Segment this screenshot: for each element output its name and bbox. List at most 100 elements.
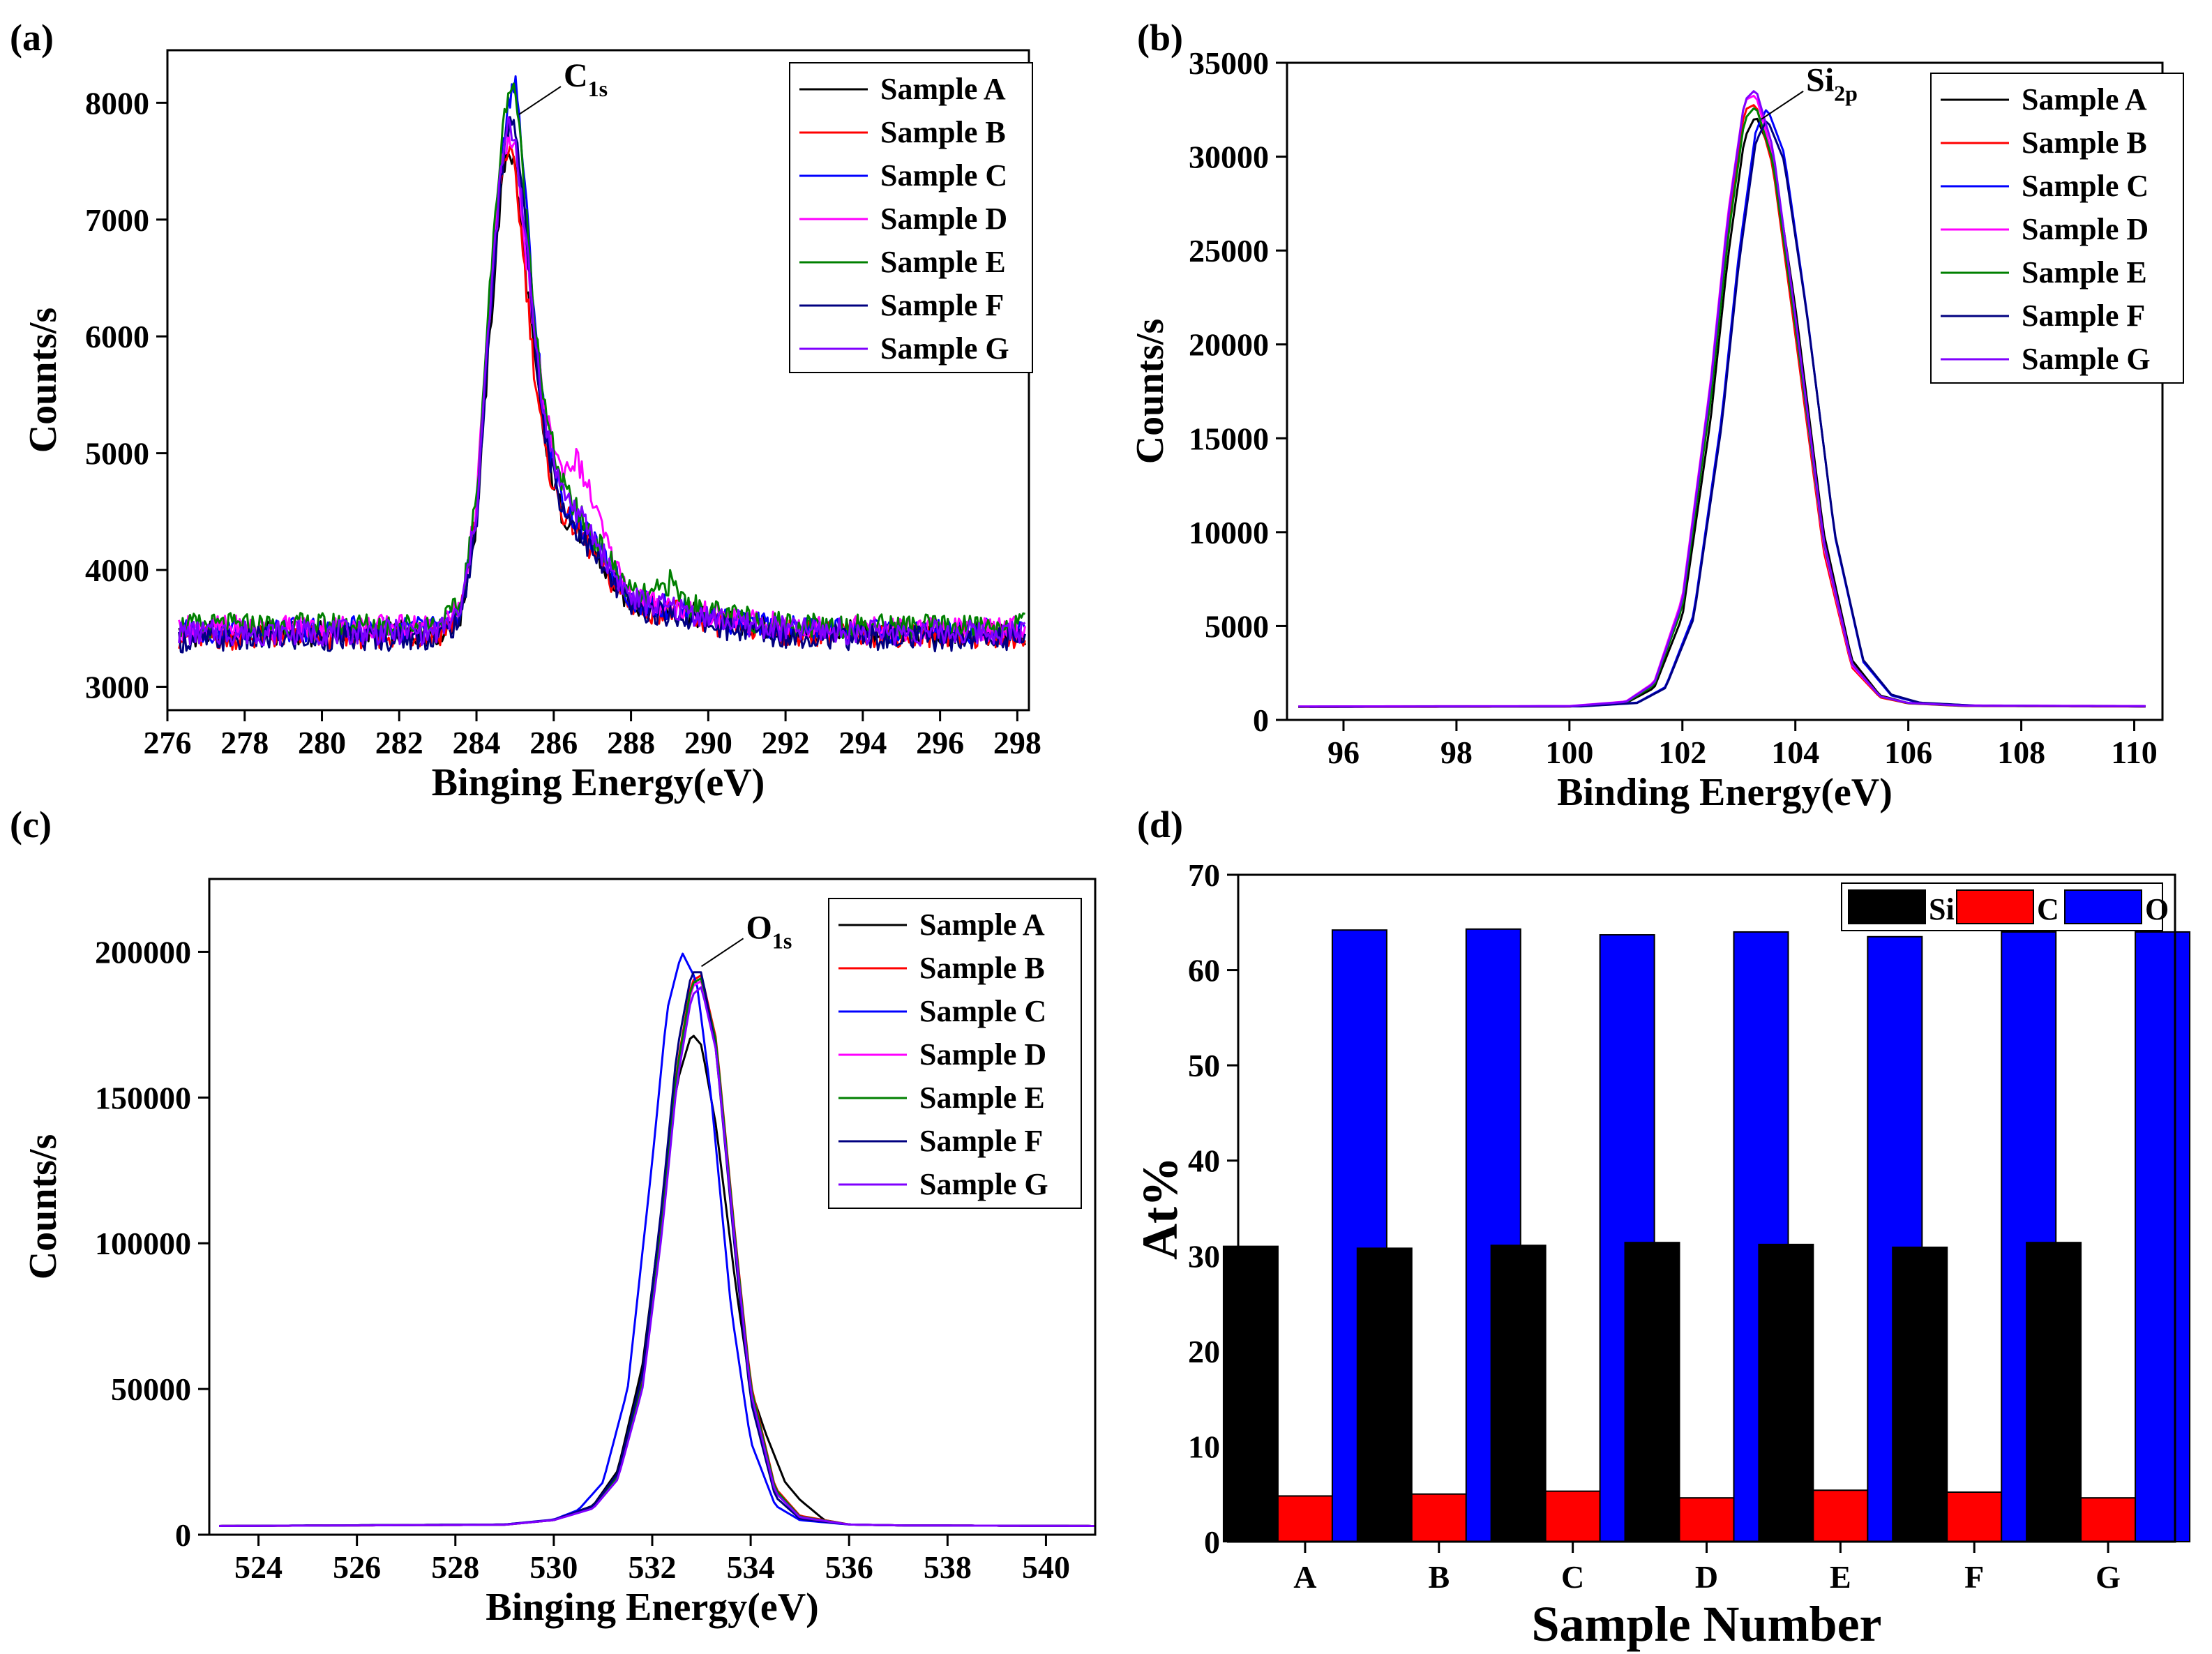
x-tick-label: 110 — [2111, 735, 2157, 770]
legend-box — [789, 62, 1033, 373]
y-tick-label: 10000 — [1189, 515, 1269, 550]
x-tick-label: B — [1428, 1559, 1450, 1595]
x-tick-label: 528 — [431, 1549, 479, 1585]
x-tick-label: 280 — [298, 725, 346, 760]
x-tick-label: 536 — [825, 1549, 873, 1585]
peak-annotation-leader — [518, 86, 562, 115]
y-tick-label: 200000 — [95, 934, 191, 970]
panel-d-atomic-percent-bars: (d) A B C D E F G 0 10 20 30 40 50 60 70 Sample Number At… — [1132, 804, 2191, 1652]
x-tick-label: 290 — [684, 725, 732, 760]
x-tick-label: 294 — [838, 725, 887, 760]
legend-label: Sample F — [2022, 299, 2145, 333]
panel-b-si2p-spectrum: (b) 96 98 100 102 104 106 108 110 0 5000 10000 15000… — [1129, 17, 2184, 814]
y-tick-label: 5000 — [1205, 608, 1269, 644]
y-tick-label: 20 — [1188, 1334, 1220, 1369]
y-tick-label: 8000 — [85, 85, 149, 121]
peak-annotation: Si2p — [1806, 62, 1858, 106]
legend-label: Si — [1929, 892, 1955, 926]
bar-c-g — [2080, 1497, 2137, 1543]
x-tick-label: C — [1561, 1559, 1584, 1595]
legend-label: Sample B — [880, 115, 1006, 149]
legend-label: Sample B — [2022, 126, 2147, 160]
bar-si-f — [1892, 1246, 1948, 1542]
y-tick-label: 0 — [175, 1517, 191, 1553]
legend-swatch-o — [2064, 889, 2142, 924]
bar-c-e — [1812, 1489, 1869, 1543]
legend-label: Sample A — [2022, 82, 2147, 116]
legend-label: Sample E — [2022, 255, 2147, 290]
y-axis-label: Counts/s — [22, 308, 65, 453]
bar-c-d — [1678, 1497, 1735, 1543]
y-tick-label: 100000 — [95, 1226, 191, 1261]
x-tick-label: F — [1964, 1559, 1984, 1595]
series-line-sample-g — [1298, 90, 2146, 708]
legend-label: Sample C — [2022, 169, 2149, 203]
peak-annotation-leader — [701, 938, 744, 968]
x-tick-label: 100 — [1545, 735, 1593, 770]
x-axis-label: Binding Energy(eV) — [1557, 771, 1893, 814]
x-tick-label: E — [1830, 1559, 1851, 1595]
x-tick-label: 106 — [1884, 735, 1932, 770]
legend-swatch-c — [1956, 889, 2034, 924]
legend-label: Sample A — [919, 908, 1045, 942]
y-tick-label: 50000 — [111, 1371, 191, 1407]
bar-c-a — [1277, 1495, 1333, 1543]
bar-si-g — [2026, 1242, 2082, 1543]
peak-annotation: O1s — [746, 909, 792, 953]
bar-c-c — [1544, 1490, 1601, 1543]
x-tick-label: 530 — [529, 1549, 578, 1585]
x-tick-label: 292 — [762, 725, 810, 760]
peak-annotation-leader — [1761, 90, 1804, 120]
y-tick-label: 0 — [1253, 702, 1269, 738]
y-tick-label: 15000 — [1189, 421, 1269, 456]
x-tick-label: 534 — [727, 1549, 775, 1585]
legend-label: O — [2145, 892, 2169, 926]
x-tick-label: 288 — [607, 725, 655, 760]
y-tick-label: 20000 — [1189, 327, 1269, 363]
plot-frame — [1286, 61, 2164, 721]
bar-c-f — [1946, 1491, 2003, 1543]
y-tick-label: 30 — [1188, 1238, 1220, 1274]
legend-label: Sample D — [919, 1037, 1046, 1072]
y-axis-label: At% — [1132, 1157, 1188, 1260]
peak-annotation-sub: 1s — [588, 76, 608, 101]
bar-o-g — [2135, 931, 2191, 1542]
x-tick-label: 282 — [375, 725, 423, 760]
legend-label: Sample C — [919, 994, 1046, 1028]
panel-a-c1s-spectrum: (a) 276 278 280 282 284 286 288 290 292 294 296 298 3… — [10, 17, 1041, 804]
y-axis-label: Counts/s — [1129, 319, 1172, 465]
peak-annotation-base: O — [746, 909, 772, 946]
panel-c-o1s-spectrum: (c) 524 526 528 530 532 534 536 538 540 0 50000 1000… — [10, 804, 1097, 1629]
x-tick-label: 278 — [220, 725, 269, 760]
legend-label: Sample B — [919, 951, 1045, 985]
x-tick-label: 532 — [629, 1549, 677, 1585]
y-tick-label: 7000 — [85, 202, 149, 238]
y-tick-label: 5000 — [85, 436, 149, 472]
peak-annotation-base: Si — [1806, 62, 1834, 99]
legend-label: Sample D — [2022, 212, 2149, 246]
x-tick-label: 276 — [144, 725, 192, 760]
legend-label: Sample G — [2022, 342, 2151, 376]
x-tick-label: 298 — [993, 725, 1041, 760]
series-line-sample-g — [178, 116, 1026, 647]
panel-label: (c) — [10, 804, 52, 845]
legend-label: Sample G — [919, 1167, 1048, 1201]
x-tick-label: 524 — [234, 1549, 283, 1585]
y-tick-label: 4000 — [85, 552, 149, 588]
legend-label: Sample F — [919, 1124, 1043, 1158]
x-tick-label: 296 — [916, 725, 964, 760]
y-tick-label: 40 — [1188, 1143, 1220, 1179]
panel-label: (b) — [1137, 17, 1183, 59]
series-line-sample-g — [219, 986, 1095, 1527]
x-tick-label: 286 — [529, 725, 578, 760]
bar-si-e — [1758, 1243, 1814, 1542]
legend-label: Sample E — [919, 1081, 1045, 1115]
peak-annotation-base: C — [564, 57, 588, 94]
legend-box — [828, 898, 1082, 1209]
x-tick-label: 96 — [1327, 735, 1360, 770]
legend-label: Sample A — [880, 72, 1006, 106]
y-axis-label: Counts/s — [22, 1134, 65, 1280]
legend-label: Sample C — [880, 158, 1007, 193]
x-tick-label: D — [1695, 1559, 1718, 1595]
